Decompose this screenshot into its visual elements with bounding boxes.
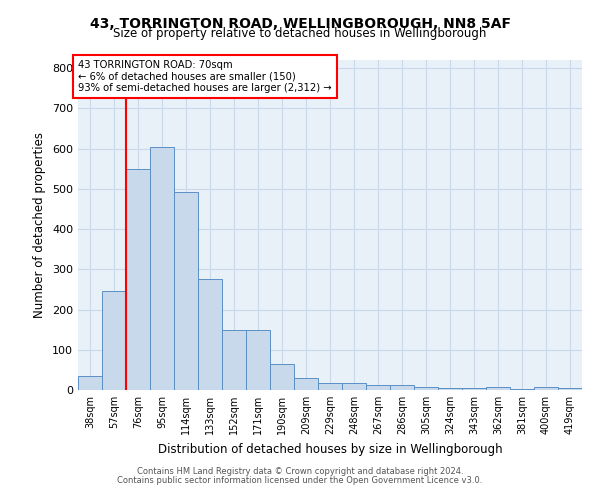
Bar: [318, 383, 342, 390]
Text: Contains public sector information licensed under the Open Government Licence v3: Contains public sector information licen…: [118, 476, 482, 485]
Bar: [438, 388, 462, 390]
Bar: [342, 383, 366, 390]
Bar: [366, 385, 390, 390]
Bar: [294, 378, 318, 390]
Bar: [198, 278, 222, 390]
Bar: [174, 192, 198, 390]
Text: Contains HM Land Registry data © Crown copyright and database right 2024.: Contains HM Land Registry data © Crown c…: [137, 467, 463, 476]
Bar: [390, 385, 414, 390]
Text: 43 TORRINGTON ROAD: 70sqm
← 6% of detached houses are smaller (150)
93% of semi-: 43 TORRINGTON ROAD: 70sqm ← 6% of detach…: [78, 60, 332, 93]
Bar: [558, 388, 582, 390]
Bar: [126, 170, 150, 390]
Bar: [102, 292, 126, 390]
Bar: [462, 388, 486, 390]
Bar: [534, 387, 558, 390]
Bar: [222, 330, 246, 390]
Bar: [150, 146, 174, 390]
Text: Size of property relative to detached houses in Wellingborough: Size of property relative to detached ho…: [113, 28, 487, 40]
Bar: [270, 364, 294, 390]
X-axis label: Distribution of detached houses by size in Wellingborough: Distribution of detached houses by size …: [158, 442, 502, 456]
Bar: [486, 387, 510, 390]
Bar: [246, 330, 270, 390]
Bar: [414, 387, 438, 390]
Y-axis label: Number of detached properties: Number of detached properties: [34, 132, 46, 318]
Text: 43, TORRINGTON ROAD, WELLINGBOROUGH, NN8 5AF: 43, TORRINGTON ROAD, WELLINGBOROUGH, NN8…: [89, 18, 511, 32]
Bar: [78, 376, 102, 390]
Bar: [510, 389, 534, 390]
